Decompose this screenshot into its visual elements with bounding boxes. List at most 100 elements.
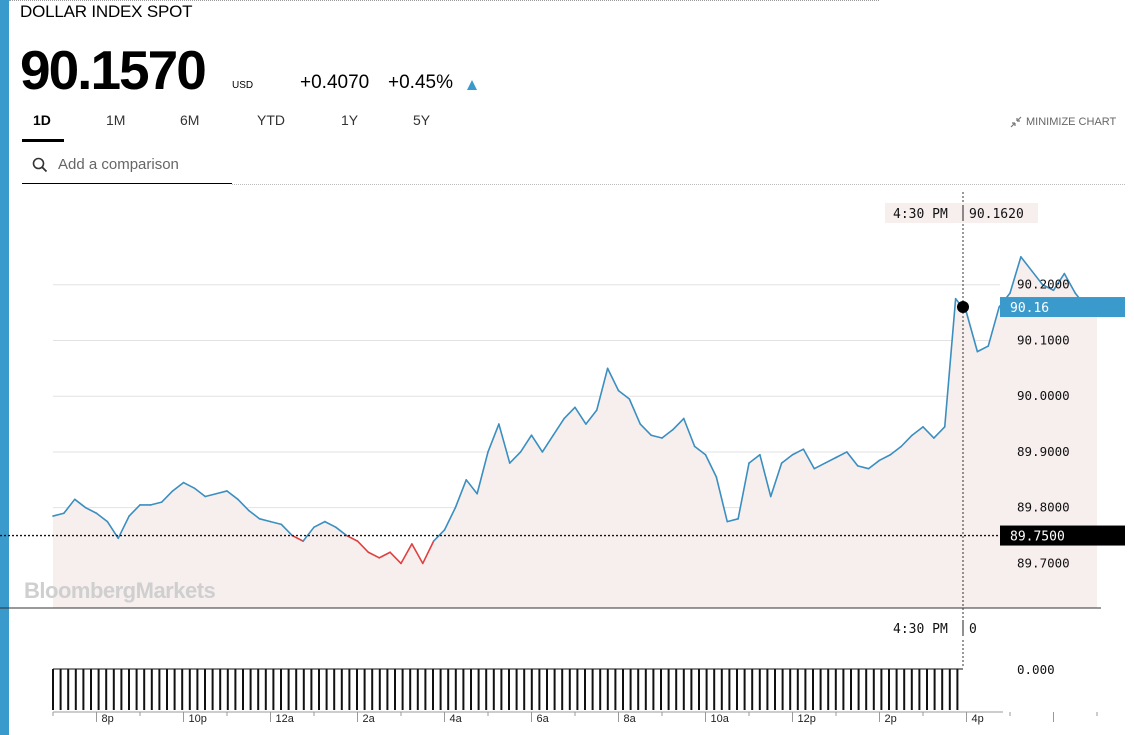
crosshair-marker xyxy=(957,301,969,314)
price-line-segment xyxy=(813,462,826,470)
previous-close: 89.7500 xyxy=(0,525,1125,546)
watermark: BloombergMarkets xyxy=(24,578,216,603)
y-tick-label: 89.9000 xyxy=(1017,444,1070,459)
y-axis-labels: 90.2000 90.1000 90.0000 89.9000 89.8000 89.70… xyxy=(1017,277,1070,571)
crosshair: 4:30 PM 90.1620 xyxy=(885,192,1038,668)
tab-1y[interactable]: 1Y xyxy=(341,112,359,128)
price-line-segment xyxy=(715,476,729,523)
price-line-segment xyxy=(508,451,522,464)
crosshair-value: 90.1620 xyxy=(969,207,1024,222)
price-line-segment xyxy=(171,481,185,492)
price-line-segment xyxy=(726,518,739,523)
y-tick-label: 89.8000 xyxy=(1017,500,1070,515)
price-line-segment xyxy=(258,518,272,523)
price-line-segment xyxy=(791,448,805,456)
price-line-segment xyxy=(356,540,370,554)
price-line-segment xyxy=(476,451,489,495)
price-line-segment xyxy=(73,498,87,509)
price-line-segment xyxy=(389,551,402,565)
y-tick-label: 89.7000 xyxy=(1017,555,1070,570)
price-change: +0.4070 xyxy=(300,72,370,93)
crosshair-time: 4:30 PM xyxy=(893,207,948,222)
minimize-chart-button[interactable]: MINIMIZE CHART xyxy=(1010,116,1116,128)
price-line-segment xyxy=(976,345,990,353)
tab-1m[interactable]: 1M xyxy=(106,112,126,128)
up-arrow-icon xyxy=(467,80,477,90)
price-line-segment xyxy=(693,445,707,456)
x-tick-label: 8a xyxy=(624,713,637,725)
price-line-segment xyxy=(672,417,685,431)
price-line-segment xyxy=(193,487,207,498)
minimize-chart-label: MINIMIZE CHART xyxy=(1026,116,1117,128)
price-line-segment xyxy=(84,506,98,515)
price-line-segment xyxy=(748,453,761,464)
price-line-segment xyxy=(432,529,446,542)
price-line-segment xyxy=(443,506,457,531)
top-divider xyxy=(9,0,879,1)
price-line-segment xyxy=(204,492,217,498)
last-value-label: 90.16 xyxy=(1010,301,1049,316)
price-line-segment xyxy=(334,526,348,537)
price-line-segment xyxy=(117,515,130,540)
price-line-segment xyxy=(900,434,913,448)
previous-close-value: 89.7500 xyxy=(1010,530,1065,545)
price-line-segment xyxy=(563,406,576,420)
x-tick-label: 12a xyxy=(276,713,295,725)
price-line-segment xyxy=(421,540,435,565)
price-line-segment xyxy=(867,459,881,470)
price-line-segment xyxy=(498,423,511,464)
price-change-percent: +0.45% xyxy=(388,72,453,93)
comparison-input[interactable] xyxy=(58,156,218,173)
x-axis: 8p 10p 12a 2a 4a 6a 8a 10a 12p 2p 4p xyxy=(52,711,1098,725)
price-line-segment xyxy=(737,462,750,520)
x-tick-label: 6a xyxy=(537,713,550,725)
price-line-segment xyxy=(617,389,631,400)
price-line-segment xyxy=(780,453,794,464)
volume-readout-box xyxy=(885,618,983,638)
volume-value: 0 xyxy=(969,622,977,637)
price-line-segment xyxy=(878,453,892,462)
last-value-badge: 90.16 xyxy=(1000,297,1125,318)
price-line-segment xyxy=(965,311,979,353)
price-line-segment xyxy=(1041,283,1055,292)
price-line-segment xyxy=(52,512,65,517)
volume-axis-label: 0.000 xyxy=(1017,662,1055,677)
x-tick-label: 2a xyxy=(363,713,376,725)
price-line-segment xyxy=(465,479,478,495)
last-price: 90.1570 xyxy=(20,39,207,101)
price-line-segment xyxy=(661,428,674,439)
price-line-segment xyxy=(987,306,1000,347)
price-line-segment xyxy=(411,543,424,565)
tab-1d[interactable]: 1D xyxy=(33,112,51,128)
tab-5y[interactable]: 5Y xyxy=(413,112,431,128)
price-line-segment xyxy=(1052,272,1066,292)
price-line-segment xyxy=(530,434,544,453)
x-tick-label: 12p xyxy=(798,713,816,725)
price-line-segment xyxy=(378,551,391,559)
price-line-segment xyxy=(682,417,696,448)
price-line-segment xyxy=(628,398,642,425)
price-line-segment xyxy=(280,523,294,537)
tab-6m[interactable]: 6M xyxy=(180,112,200,128)
price-line-segment xyxy=(95,512,109,523)
volume-readout: 4:30 PM 0 0.000 xyxy=(885,618,1055,677)
price-line-segment xyxy=(704,453,718,478)
price-line-segment xyxy=(585,409,598,425)
price-line-segment xyxy=(574,406,587,425)
price-line-segment xyxy=(291,534,304,542)
tab-ytd[interactable]: YTD xyxy=(257,112,285,128)
price-line-segment xyxy=(922,426,935,439)
price-line-segment xyxy=(324,520,337,528)
price-line-segment xyxy=(367,551,381,559)
x-tick-label: 10p xyxy=(189,713,207,725)
price-line-segment xyxy=(911,426,924,437)
active-tab-indicator xyxy=(22,139,64,142)
price-line-segment xyxy=(237,498,250,512)
y-tick-label: 90.1000 xyxy=(1017,332,1070,347)
price-line-segment xyxy=(595,367,609,411)
price-line-segment xyxy=(639,423,652,437)
x-tick-label: 2p xyxy=(885,713,897,725)
price-line-segment xyxy=(160,490,174,503)
search-icon xyxy=(32,157,48,172)
price-line-segment xyxy=(943,297,957,428)
